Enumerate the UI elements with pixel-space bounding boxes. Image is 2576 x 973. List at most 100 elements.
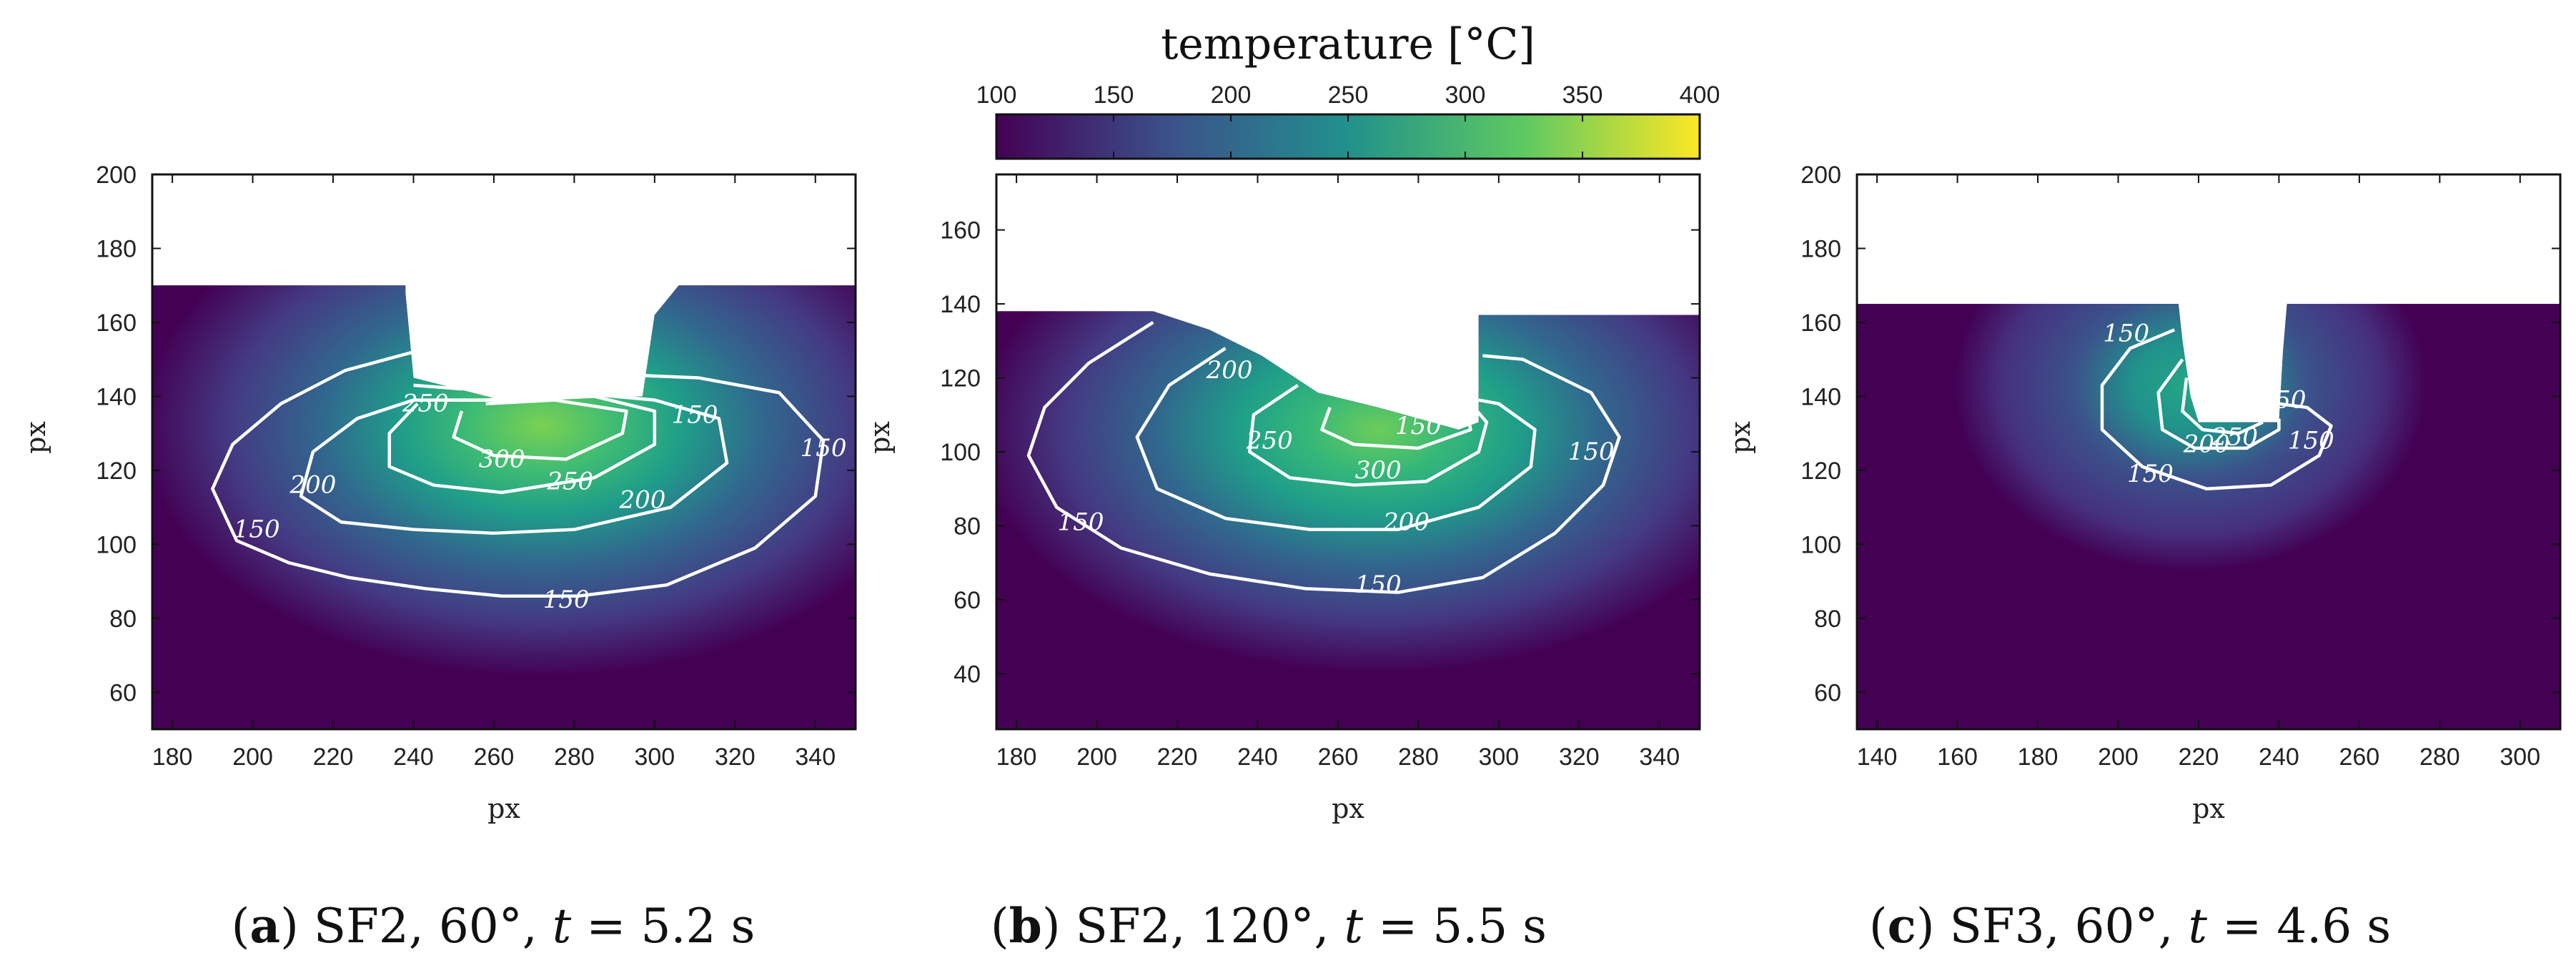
temperature-field bbox=[996, 311, 1700, 729]
contour-150 bbox=[2100, 328, 2333, 490]
contour-label: 250 bbox=[546, 467, 593, 495]
x-tick-label: 240 bbox=[2259, 744, 2299, 771]
colorbar-tick-label: 400 bbox=[1680, 82, 1720, 109]
contour-label: 150 bbox=[234, 515, 280, 544]
panel-a: 150 150 150 150 200 200 250 250 300 180 200 220 240 2… bbox=[20, 162, 857, 824]
x-tick-label: 200 bbox=[232, 744, 273, 771]
colorbar-gradient bbox=[995, 113, 1701, 160]
x-tick-label: 280 bbox=[2419, 744, 2460, 771]
heatmap-field bbox=[996, 311, 1700, 729]
temperature-field bbox=[1857, 304, 2560, 729]
contour-label: 200 bbox=[2183, 430, 2230, 459]
y-tick-label: 180 bbox=[96, 235, 137, 262]
y-tick-label: 160 bbox=[940, 217, 981, 245]
plot-frame bbox=[1856, 173, 2562, 731]
y-tick-label: 120 bbox=[96, 458, 137, 485]
contour-150 bbox=[211, 350, 826, 598]
y-tick-label: 60 bbox=[109, 679, 137, 706]
contour-label: 150 bbox=[543, 586, 590, 614]
x-tick-label: 220 bbox=[2179, 744, 2219, 771]
y-tick-label: 120 bbox=[1800, 458, 1841, 485]
x-tick-label: 280 bbox=[1398, 744, 1439, 771]
x-tick-label: 340 bbox=[795, 744, 836, 771]
contour-300 bbox=[1320, 402, 1472, 450]
panel-b: 150 150 150 200 200 250 300 150 180 200 220 240 260 2… bbox=[864, 173, 1701, 824]
contour-label: 300 bbox=[479, 445, 525, 473]
y-axis-label: px bbox=[1725, 421, 1756, 454]
contour-label: 250 bbox=[2211, 423, 2258, 451]
y-tick-label: 140 bbox=[1800, 383, 1841, 410]
x-tick-label: 220 bbox=[1157, 744, 1198, 771]
colorbar-ticks: 100 150 200 250 300 350 400 bbox=[976, 82, 1720, 159]
contour-label: 150 bbox=[2288, 426, 2334, 455]
colorbar-tick-label: 100 bbox=[976, 82, 1017, 109]
temperature-field bbox=[152, 285, 856, 729]
contour-200 bbox=[2156, 358, 2281, 450]
x-tick-label: 260 bbox=[1318, 744, 1359, 771]
contour-label: 200 bbox=[1382, 508, 1430, 536]
x-tick-label: 300 bbox=[634, 744, 675, 771]
y-tick-label: 100 bbox=[96, 531, 137, 558]
y-tick-label: 80 bbox=[109, 606, 137, 633]
y-tick-label: 60 bbox=[953, 587, 981, 614]
x-tick-label: 180 bbox=[152, 744, 193, 771]
contour-200 bbox=[1135, 347, 1537, 531]
caption-c: (c) SF3, 60°, t = 4.6 s bbox=[1869, 898, 2391, 954]
x-tick-label: 260 bbox=[474, 744, 515, 771]
x-tick-label: 200 bbox=[2098, 744, 2139, 771]
colorbar-tick-label: 250 bbox=[1328, 82, 1369, 109]
x-tick-label: 320 bbox=[715, 744, 756, 771]
x-tick-label: 140 bbox=[1857, 744, 1898, 771]
y-tick-label: 100 bbox=[1800, 531, 1841, 558]
heatmap-field bbox=[1857, 304, 2560, 729]
contour-label: 150 bbox=[1395, 412, 1442, 440]
contour-label: 150 bbox=[1355, 571, 1402, 599]
contour-label: 150 bbox=[801, 434, 847, 463]
y-tick-label: 40 bbox=[953, 661, 981, 688]
x-axis-label: px bbox=[2192, 793, 2225, 824]
y-axis-label: px bbox=[864, 421, 896, 454]
contour-lines: 150 150 150 200 200 250 300 150 bbox=[1026, 321, 1621, 599]
contour-label: 150 bbox=[2260, 386, 2307, 415]
x-tick-label: 320 bbox=[1559, 744, 1600, 771]
y-tick-label: 140 bbox=[96, 383, 137, 410]
x-tick-label: 280 bbox=[554, 744, 595, 771]
colorbar-tick-label: 200 bbox=[1211, 82, 1252, 109]
x-tick-label: 220 bbox=[313, 744, 354, 771]
contour-250 bbox=[2181, 377, 2264, 435]
y-tick-label: 120 bbox=[940, 365, 981, 392]
x-tick-label: 340 bbox=[1639, 744, 1680, 771]
x-tick-label: 180 bbox=[996, 744, 1037, 771]
plot-frame bbox=[151, 173, 857, 731]
x-tick-label: 240 bbox=[393, 744, 434, 771]
contour-label: 250 bbox=[402, 390, 449, 418]
contour-label: 300 bbox=[1355, 456, 1402, 485]
colorbar-title: temperature [°C] bbox=[1161, 19, 1535, 69]
contour-label: 250 bbox=[1246, 426, 1293, 455]
x-axis-label: px bbox=[487, 793, 520, 824]
contour-250 bbox=[1247, 384, 1489, 487]
x-axis-label: px bbox=[1332, 793, 1364, 824]
contour-250 bbox=[387, 395, 657, 495]
y-tick-label: 80 bbox=[953, 513, 981, 540]
y-tick-label: 160 bbox=[1800, 310, 1841, 337]
x-tick-label: 300 bbox=[2500, 744, 2540, 771]
y-tick-label: 200 bbox=[96, 162, 137, 189]
contour-150 bbox=[1026, 321, 1621, 594]
x-tick-label: 180 bbox=[2018, 744, 2059, 771]
y-tick-label: 100 bbox=[940, 439, 981, 466]
x-tick-label: 300 bbox=[1478, 744, 1519, 771]
colorbar-tick-label: 350 bbox=[1562, 82, 1603, 109]
contour-label: 150 bbox=[1568, 438, 1615, 466]
x-tick-label: 260 bbox=[2339, 744, 2379, 771]
contour-lines: 150 150 150 150 200 200 250 250 300 bbox=[211, 350, 847, 614]
contour-label: 200 bbox=[289, 471, 336, 500]
y-axis-label: px bbox=[20, 421, 51, 454]
contour-label: 200 bbox=[619, 485, 666, 514]
contour-label: 200 bbox=[1206, 356, 1253, 385]
colorbar-tick-label: 150 bbox=[1094, 82, 1134, 109]
caption-b: (b) SF2, 120°, t = 5.5 s bbox=[991, 898, 1547, 954]
